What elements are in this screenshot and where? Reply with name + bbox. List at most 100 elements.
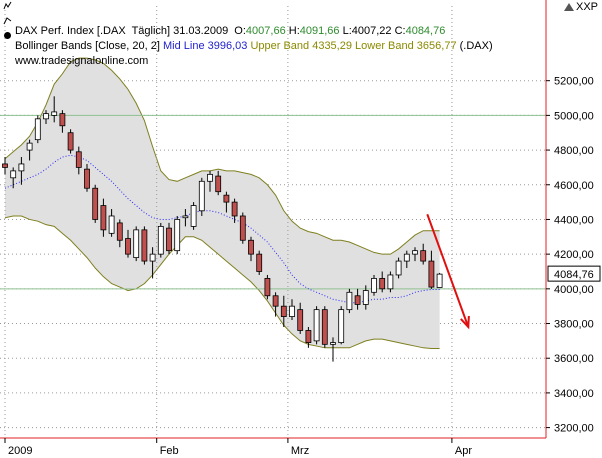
- x-tick-label: Mrz: [291, 445, 309, 457]
- corner-controls: XXP: [563, 1, 598, 13]
- y-tick-label: 3600,00: [554, 353, 594, 365]
- candle-body: [289, 305, 295, 317]
- candle-body: [182, 215, 189, 219]
- y-tick-label: 4800,00: [554, 145, 594, 157]
- candle-body: [248, 239, 254, 255]
- candle-body: [43, 113, 49, 120]
- x-tick-label: Feb: [160, 445, 179, 457]
- candle-body: [190, 205, 197, 227]
- candle-body: [313, 309, 320, 342]
- candle-body: [362, 290, 369, 305]
- open-value: 4007,66: [245, 25, 286, 37]
- candle-body: [34, 118, 41, 141]
- y-tick-label: 3200,00: [554, 423, 594, 435]
- x-tick-label: Apr: [455, 445, 472, 457]
- candle-body: [84, 168, 90, 189]
- candle-body: [420, 250, 427, 262]
- candle-body: [264, 278, 271, 297]
- candle-body: [10, 170, 17, 179]
- high-value: 4091,66: [299, 25, 340, 37]
- header-line-3: www.tradesignalonline.com: [3, 31, 148, 67]
- candle-body: [26, 142, 33, 151]
- chart-type-icon: [3, 1, 12, 10]
- candle-body: [207, 173, 213, 182]
- indicator-source: (.DAX): [456, 40, 493, 52]
- y-tick-label: 4000,00: [554, 284, 594, 296]
- mid-line-label: Mid Line 3996,03: [162, 40, 248, 52]
- y-tick-label: 4200,00: [554, 249, 594, 261]
- candle-body: [256, 253, 263, 272]
- candle-body: [18, 163, 25, 172]
- candle-body: [436, 273, 443, 288]
- candle-body: [157, 225, 164, 255]
- indicator-icon: [3, 16, 12, 25]
- candle-body: [272, 295, 279, 307]
- header-line-1: DAX Perf. Index [.DAX Täglich] 31.03.200…: [3, 1, 445, 37]
- candle-body: [330, 342, 336, 345]
- candle-body: [305, 330, 312, 344]
- candle-body: [141, 229, 148, 262]
- candle-body: [412, 250, 418, 255]
- last-value-badge: [547, 265, 601, 282]
- candle-body: [379, 278, 386, 290]
- candle-body: [174, 219, 181, 252]
- trend-arrow-head: [460, 315, 470, 330]
- low-label: L:: [339, 25, 352, 37]
- y-tick-label: 3800,00: [554, 319, 594, 331]
- y-tick-label: 5200,00: [554, 76, 594, 88]
- candle-body: [231, 201, 238, 217]
- candle-body: [198, 180, 205, 212]
- trend-arrow-line: [426, 213, 470, 328]
- candle-body: [59, 113, 66, 127]
- candle-body: [125, 238, 131, 255]
- candle-body: [403, 253, 410, 262]
- scroll-up-icon[interactable]: [563, 3, 574, 11]
- candle-body: [75, 151, 82, 168]
- y-tick-label: 5000,00: [554, 110, 594, 122]
- candle-body: [166, 227, 172, 252]
- x-tick-label: 2009: [8, 445, 32, 457]
- candle-body: [108, 215, 115, 234]
- candle-body: [92, 187, 99, 220]
- close-value: 4084,76: [405, 25, 446, 37]
- y-tick-label: 4600,00: [554, 180, 594, 192]
- candle-body: [354, 295, 361, 305]
- indicator-name: Bollinger Bands [Close, 20, 2]: [15, 40, 163, 52]
- candle-body: [428, 260, 435, 288]
- candle-body: [346, 291, 353, 311]
- y-tick-label: 3400,00: [554, 388, 594, 400]
- upper-band-line: [4, 57, 440, 255]
- candle-body: [116, 222, 123, 241]
- candle-body: [67, 132, 74, 151]
- candle-body: [338, 309, 345, 344]
- lower-band-label: Lower Band 3656,77: [351, 40, 457, 52]
- bollinger-band-area: [5, 58, 440, 349]
- source-url[interactable]: www.tradesignalonline.com: [15, 55, 149, 67]
- candle-body: [215, 175, 222, 193]
- low-value: 4007,22: [351, 25, 392, 37]
- candle-body: [51, 111, 58, 116]
- candle-body: [321, 309, 328, 345]
- lower-band-line: [4, 215, 440, 349]
- globe-icon: [3, 31, 12, 40]
- candle-body: [239, 215, 246, 241]
- instrument-info: DAX Perf. Index [.DAX Täglich] 31.03.200…: [15, 25, 246, 37]
- y-tick-label: 4400,00: [554, 214, 594, 226]
- candle-body: [100, 205, 107, 231]
- upper-band-label: Upper Band 4335,29: [247, 40, 352, 52]
- candle-body: [2, 163, 8, 168]
- last-value-label: 4084,76: [554, 269, 594, 281]
- candle-body: [371, 278, 377, 293]
- candle-body: [223, 194, 230, 203]
- candle-body: [149, 253, 156, 262]
- candle-body: [395, 260, 402, 276]
- corner-label: XXP: [575, 1, 598, 13]
- high-label: H:: [285, 25, 300, 37]
- close-label: C:: [391, 25, 406, 37]
- candle-body: [387, 274, 394, 290]
- header-line-2: Bollinger Bands [Close, 20, 2] Mid Line …: [3, 16, 493, 52]
- candle-body: [133, 229, 140, 259]
- candle-body: [297, 309, 304, 331]
